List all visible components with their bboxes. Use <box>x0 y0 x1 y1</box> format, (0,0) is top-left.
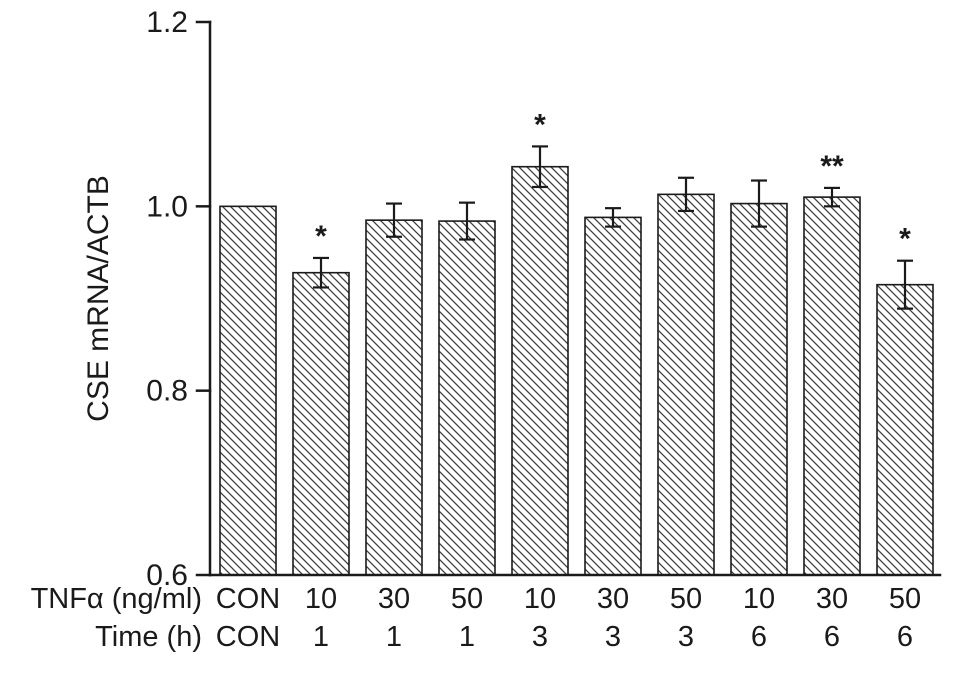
y-axis-title: CSE mRNA/ACTB <box>82 175 115 422</box>
x-tick-label: CON <box>216 621 280 653</box>
x-tick-label: 50 <box>451 583 483 615</box>
bar <box>584 216 642 576</box>
x-tick-label: 10 <box>743 583 775 615</box>
x-tick-label: 10 <box>305 583 337 615</box>
bar <box>511 165 569 576</box>
bar <box>876 283 934 576</box>
x-tick-label: 1 <box>386 621 402 653</box>
x-tick-label: 6 <box>897 621 913 653</box>
x-tick-label: 6 <box>824 621 840 653</box>
x-tick-label: 50 <box>670 583 702 615</box>
x-tick-label: 10 <box>524 583 556 615</box>
x-tick-label: 1 <box>459 621 475 653</box>
x-tick-label: 1 <box>313 621 329 653</box>
error-bar <box>313 256 329 289</box>
x-row-header: TNFα (ng/ml) <box>31 583 202 615</box>
bar <box>219 205 277 576</box>
x-tick-label: CON <box>216 583 280 615</box>
error-bar <box>605 207 621 228</box>
error-bar <box>824 186 840 208</box>
significance-marker: * <box>899 223 911 256</box>
error-bar <box>532 145 548 189</box>
y-tick-label: 0.6 <box>146 559 188 592</box>
bar <box>657 193 715 576</box>
significance-marker: ** <box>820 150 844 183</box>
bar <box>292 271 350 576</box>
bar <box>365 219 423 576</box>
error-bar <box>459 201 475 241</box>
x-tick-label: 6 <box>751 621 767 653</box>
x-tick-label: 50 <box>889 583 921 615</box>
x-tick-label: 3 <box>532 621 548 653</box>
y-tick-label: 1.2 <box>146 6 188 39</box>
y-tick-label: 1.0 <box>146 190 188 223</box>
bar <box>730 202 788 576</box>
error-bar <box>897 259 913 310</box>
x-row-header: Time (h) <box>95 621 202 653</box>
bar <box>803 196 861 576</box>
x-tick-label: 30 <box>378 583 410 615</box>
axes <box>195 20 942 577</box>
y-tick-label: 0.8 <box>146 375 188 408</box>
significance-marker: * <box>534 108 546 141</box>
x-tick-label: 3 <box>678 621 694 653</box>
error-bar <box>386 202 402 238</box>
x-tick-label: 3 <box>605 621 621 653</box>
bar <box>438 220 496 576</box>
x-tick-label: 30 <box>816 583 848 615</box>
error-bar <box>751 179 767 228</box>
error-bar <box>678 176 694 213</box>
significance-marker: * <box>315 220 327 253</box>
x-tick-label: 30 <box>597 583 629 615</box>
